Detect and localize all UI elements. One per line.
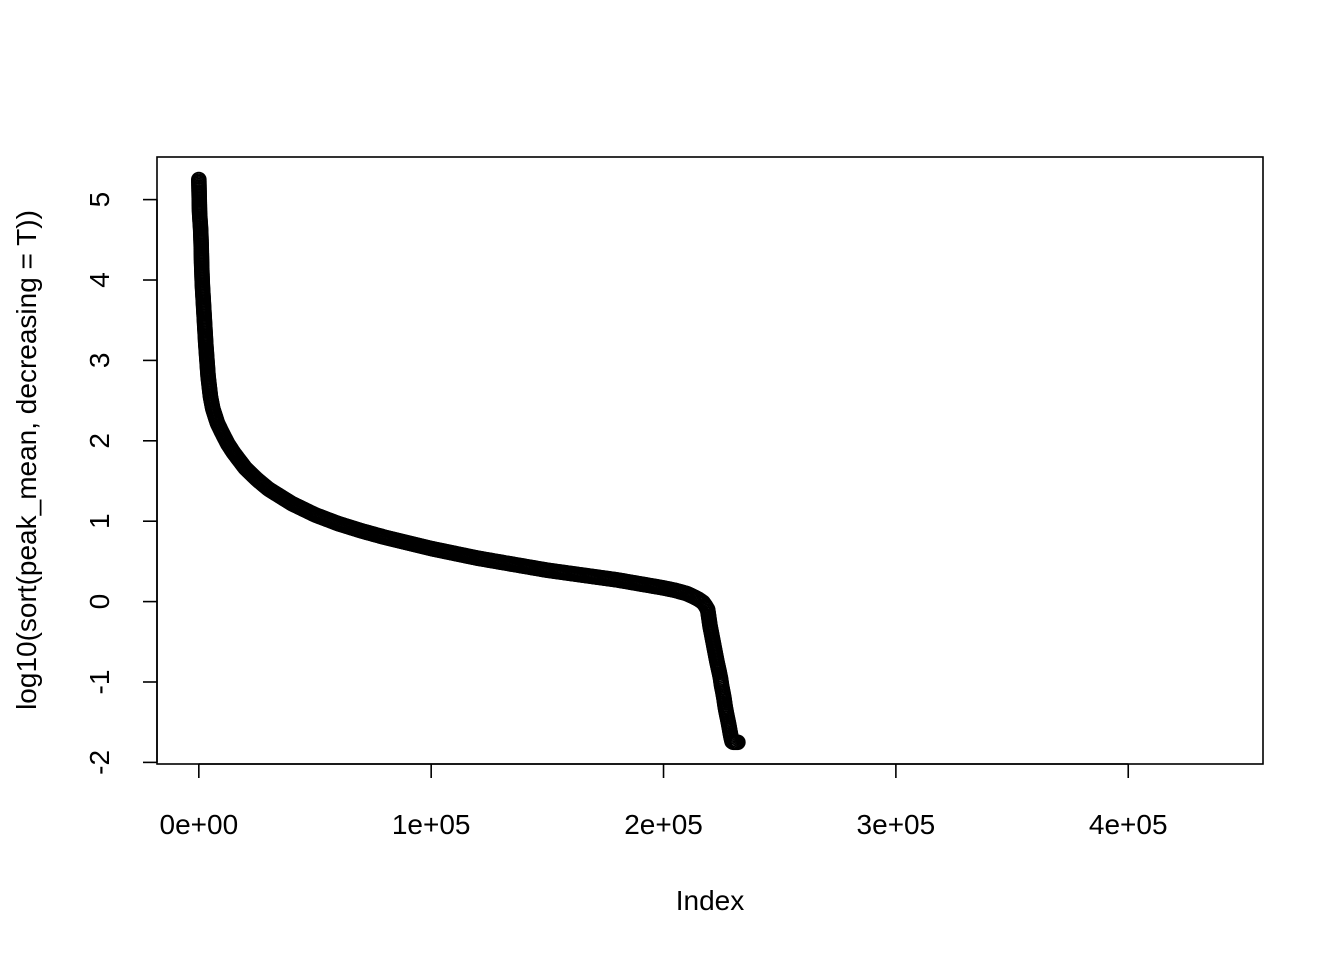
x-tick-label: 3e+05 bbox=[857, 809, 936, 840]
y-tick-label: 5 bbox=[84, 192, 115, 208]
y-axis-title: log10(sort(peak_mean, decreasing = T)) bbox=[11, 210, 42, 710]
plot-frame bbox=[156, 156, 1264, 765]
x-axis: 0e+00 1e+05 2e+05 3e+05 4e+05 bbox=[160, 763, 1168, 840]
y-axis: -2 -1 0 1 2 3 4 5 bbox=[84, 192, 158, 775]
x-tick-label: 0e+00 bbox=[160, 809, 239, 840]
x-tick-label: 4e+05 bbox=[1089, 809, 1168, 840]
y-tick-label: -2 bbox=[84, 750, 115, 775]
y-tick-label: 1 bbox=[84, 513, 115, 529]
x-tick-label: 1e+05 bbox=[392, 809, 471, 840]
y-tick-label: 2 bbox=[84, 433, 115, 449]
x-tick-label: 2e+05 bbox=[624, 809, 703, 840]
y-tick-label: 4 bbox=[84, 272, 115, 288]
y-tick-label: 0 bbox=[84, 594, 115, 610]
data-points bbox=[191, 171, 746, 751]
y-tick-label: 3 bbox=[84, 353, 115, 369]
data-point bbox=[730, 734, 746, 751]
x-axis-title: Index bbox=[676, 885, 745, 916]
y-tick-label: -1 bbox=[84, 670, 115, 695]
